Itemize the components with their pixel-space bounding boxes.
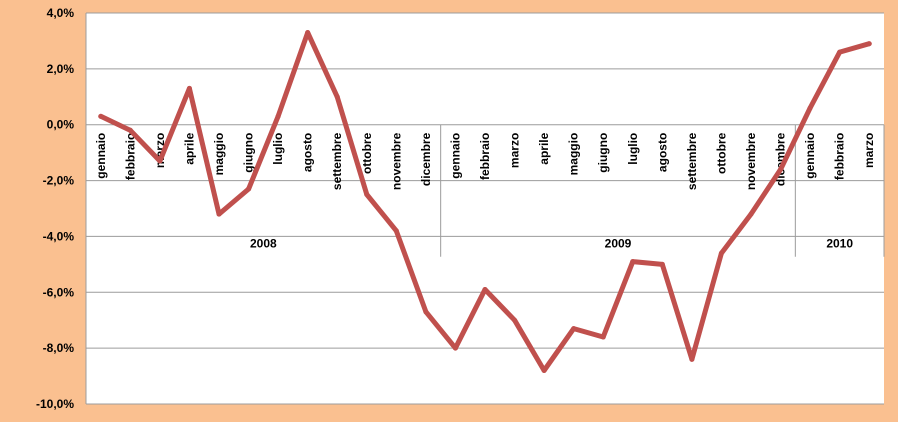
x-tick-label: ottobre [714, 132, 728, 174]
data-point [778, 166, 784, 172]
x-tick-label: agosto [301, 133, 315, 172]
x-tick-label: settembre [685, 132, 699, 190]
x-tick-label: gennaio [448, 133, 462, 179]
year-group-label: 2009 [605, 237, 632, 251]
x-tick-label: giugno [242, 133, 256, 173]
y-tick-label: -8,0% [43, 341, 75, 355]
x-tick-label: febbraio [478, 133, 492, 180]
x-tick-label: ottobre [360, 132, 374, 174]
data-point [748, 211, 754, 217]
data-point [600, 334, 606, 340]
x-tick-label: giugno [596, 133, 610, 173]
series-layer [98, 30, 872, 373]
data-point [718, 250, 724, 256]
data-point [452, 345, 458, 351]
data-point [689, 356, 695, 362]
plot-area [86, 13, 884, 404]
data-point [807, 105, 813, 111]
data-point [571, 326, 577, 332]
x-tick-label: aprile [182, 132, 196, 164]
x-axis-month-labels: gennaio febbraio marzo aprile maggio giugno lu… [94, 132, 876, 190]
x-tick-label: gennaio [94, 133, 108, 179]
x-tick-label: marzo [862, 133, 876, 168]
data-point [98, 113, 104, 119]
x-tick-label: aprile [537, 132, 551, 164]
data-point [275, 113, 281, 119]
data-point [659, 261, 665, 267]
year-group-label: 2008 [250, 237, 277, 251]
x-tick-label: luglio [271, 133, 285, 165]
data-point [630, 259, 636, 265]
y-tick-label: -6,0% [43, 285, 75, 299]
data-point [127, 127, 133, 133]
x-tick-label: gennaio [803, 133, 817, 179]
x-tick-label: novembre [389, 132, 403, 190]
y-tick-label: -10,0% [36, 397, 74, 411]
y-tick-label: 4,0% [47, 6, 75, 20]
x-tick-label: dicembre [419, 132, 433, 186]
x-tick-label: febbraio [833, 133, 847, 180]
x-tick-label: settembre [330, 132, 344, 190]
y-axis-tick-labels: 4,0% 2,0% 0,0% -2,0% -4,0% -6,0% -8,0% -10,0% [36, 6, 74, 411]
y-tick-label: 2,0% [47, 62, 75, 76]
data-point [393, 228, 399, 234]
data-point [866, 41, 872, 47]
data-point [305, 30, 311, 36]
data-point [246, 186, 252, 192]
year-group-label: 2010 [826, 237, 853, 251]
x-tick-label: novembre [744, 132, 758, 190]
x-axis-year-groups: 2008 2009 2010 [250, 124, 885, 257]
data-point [157, 158, 163, 164]
y-tick-label: -4,0% [43, 229, 75, 243]
x-tick-label: marzo [508, 133, 522, 168]
data-point [334, 94, 340, 100]
y-tick-label: 0,0% [47, 118, 75, 132]
x-tick-label: agosto [655, 133, 669, 172]
data-point [482, 286, 488, 292]
data-point [541, 367, 547, 373]
data-point [423, 309, 429, 315]
data-point [837, 49, 843, 55]
x-tick-label: maggio [567, 133, 581, 176]
x-tick-label: maggio [212, 133, 226, 176]
data-point [186, 85, 192, 91]
data-point [364, 192, 370, 198]
data-point [216, 211, 222, 217]
x-tick-label: luglio [626, 133, 640, 165]
y-tick-label: -2,0% [43, 174, 75, 188]
data-point [512, 317, 518, 323]
x-tick-label: febbraio [123, 133, 137, 180]
